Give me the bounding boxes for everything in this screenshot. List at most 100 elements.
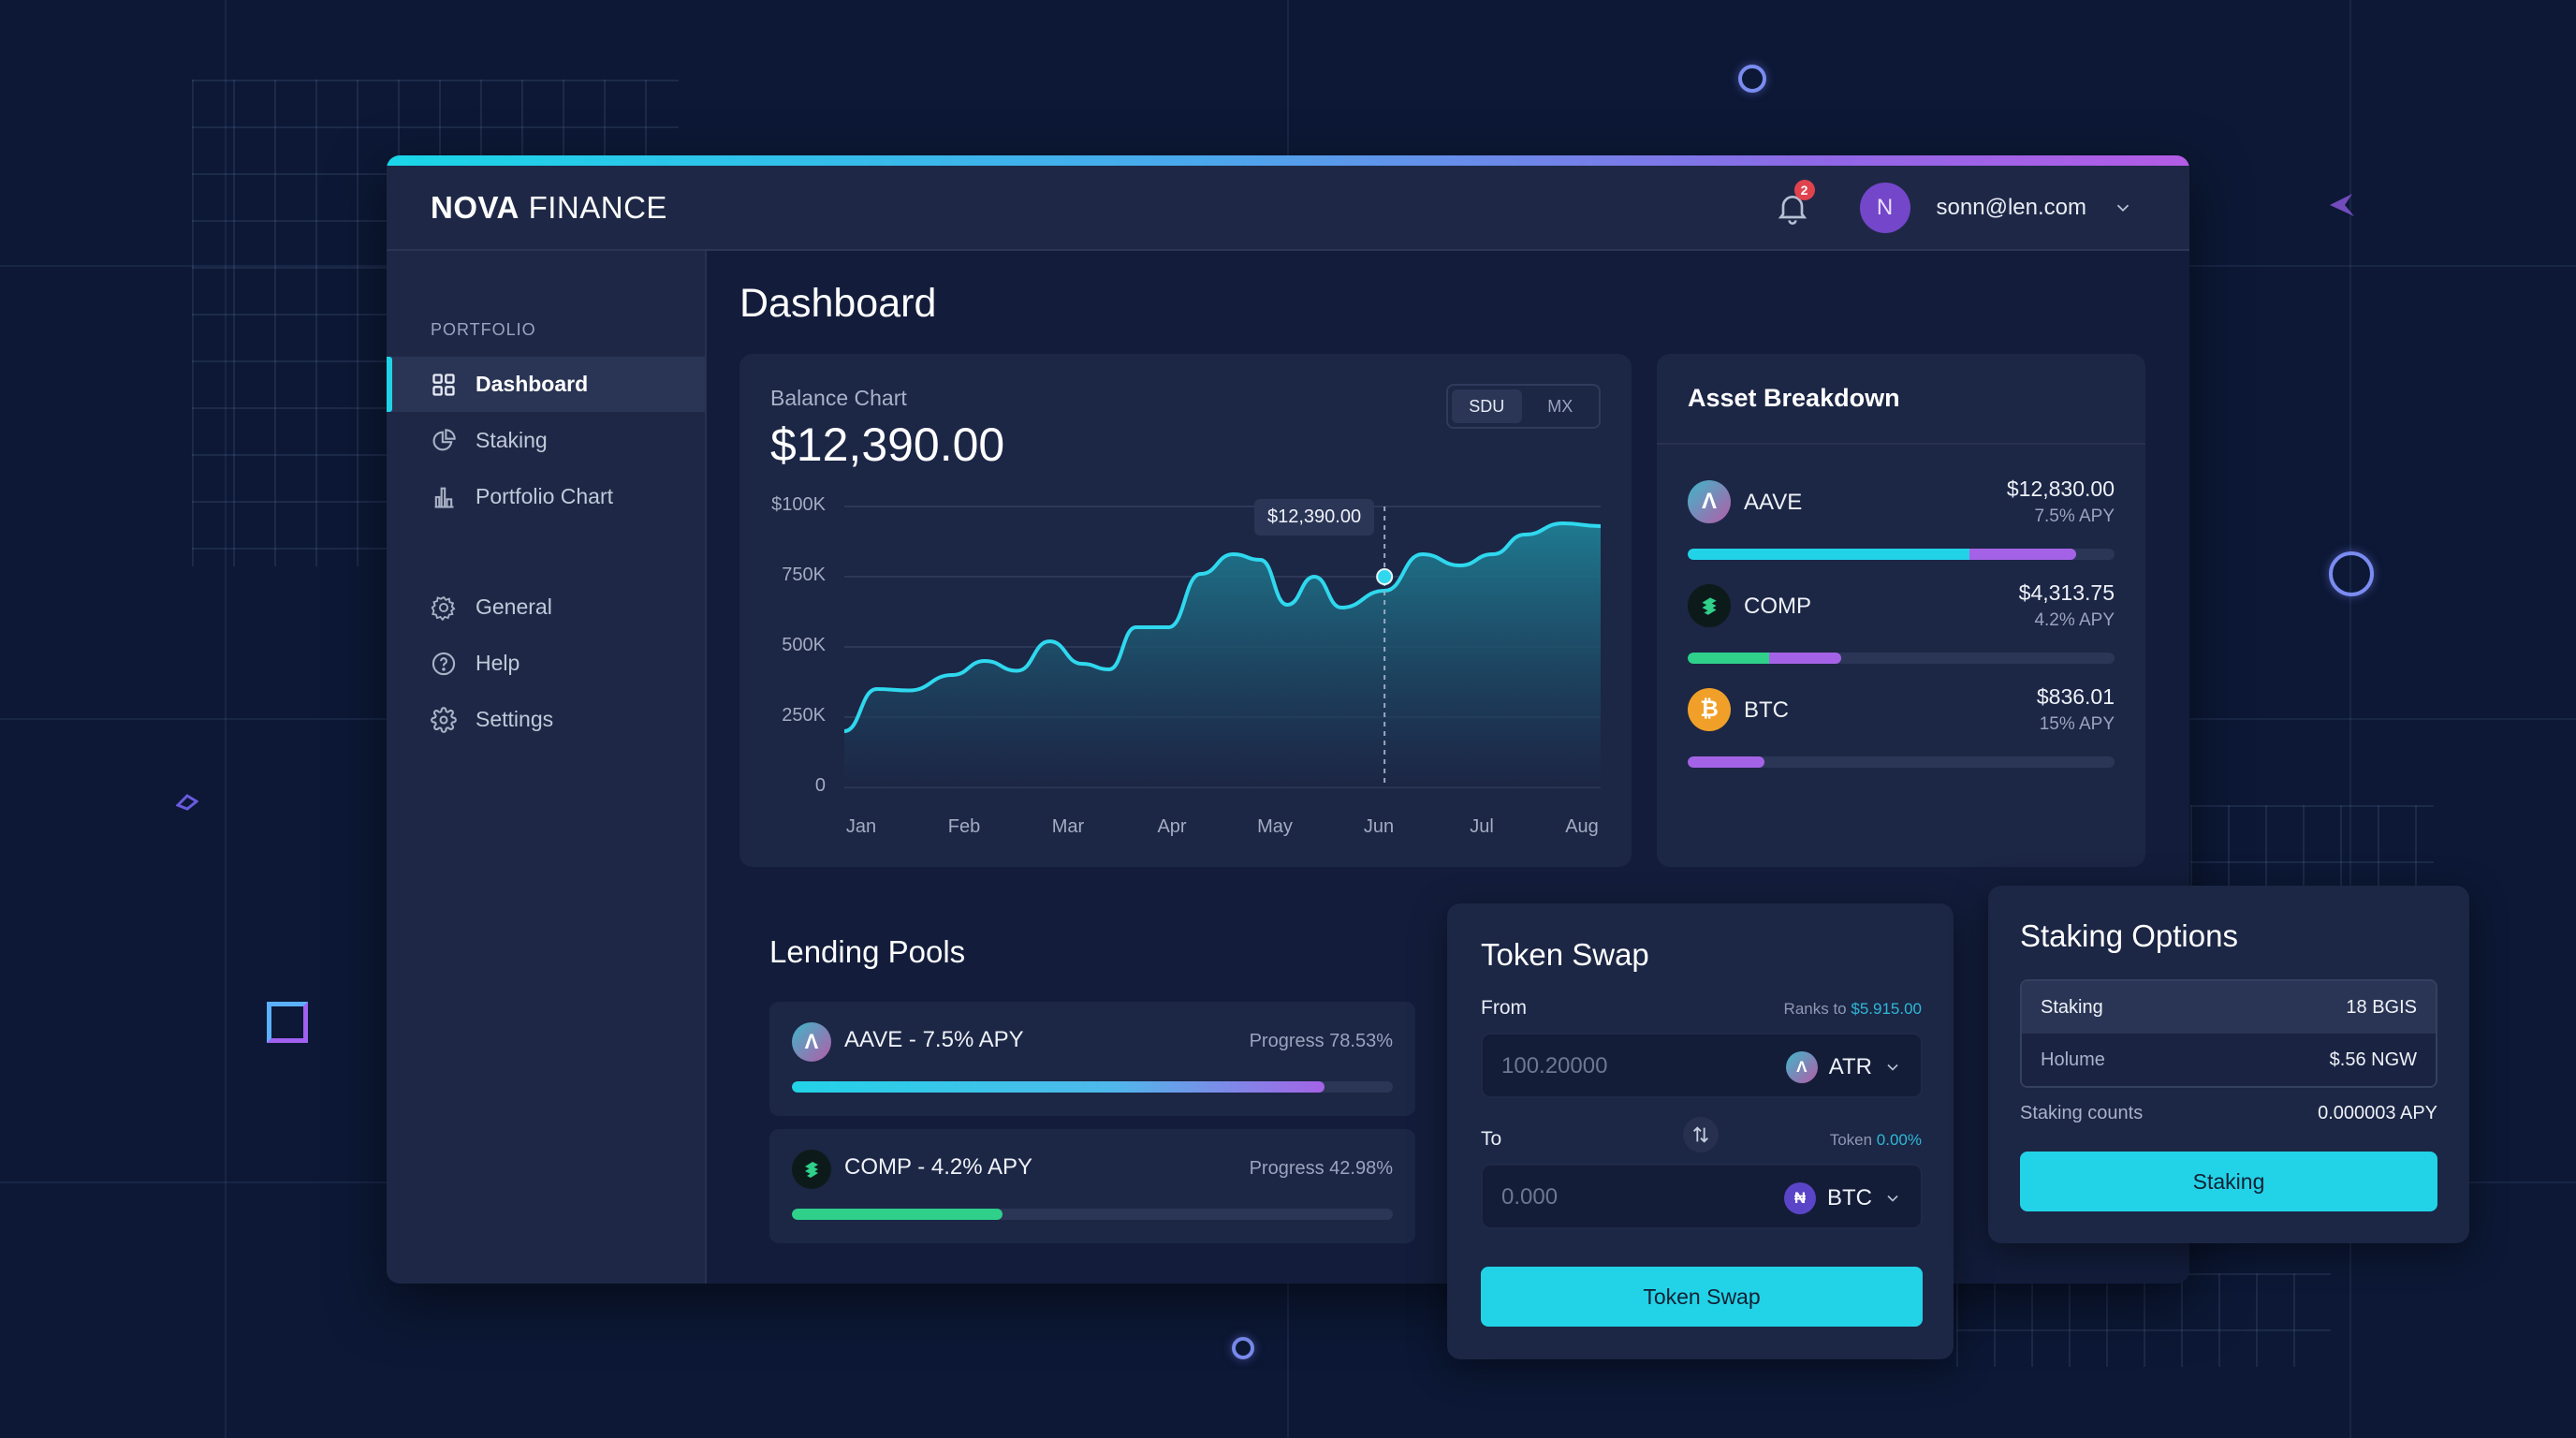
asset-row-aave[interactable]: Λ AAVE $12,830.00 7.5% APY xyxy=(1688,471,2115,565)
chart-tooltip: $12,390.00 xyxy=(1254,499,1375,536)
swap-arrows-icon xyxy=(1693,1126,1708,1143)
asset-apy: 15% APY xyxy=(2039,714,2115,734)
from-token-select[interactable]: Λ ATR xyxy=(1785,1046,1902,1089)
asset-row-comp[interactable]: COMP $4,313.75 4.2% APY xyxy=(1688,575,2115,668)
toggle-mx[interactable]: MX xyxy=(1547,396,1573,416)
lending-pools-title: Lending Pools xyxy=(769,934,966,969)
token-swap-button[interactable]: Token Swap xyxy=(1481,1267,1923,1327)
x-tick: Aug xyxy=(1565,816,1599,837)
from-field: Λ ATR xyxy=(1481,1033,1923,1098)
y-tick: 0 xyxy=(814,775,826,796)
aave-icon: Λ xyxy=(1688,480,1731,523)
from-amount-input[interactable] xyxy=(1501,1053,1735,1079)
pool-name: COMP - 4.2% APY xyxy=(844,1154,1032,1180)
sidebar-item-label: Settings xyxy=(476,707,554,731)
asset-symbol: BTC xyxy=(1744,697,1789,723)
asset-amount: $836.01 xyxy=(2036,684,2115,709)
sidebar-item-portfolio-chart[interactable]: Portfolio Chart xyxy=(387,469,705,524)
grid-icon xyxy=(432,373,455,396)
settings-gear-icon xyxy=(431,706,457,733)
sidebar-item-general[interactable]: General xyxy=(387,580,705,635)
from-label: From xyxy=(1481,997,1527,1019)
y-tick: $100K xyxy=(771,494,826,515)
chevron-down-icon xyxy=(1887,1195,1898,1202)
decor-ring-right xyxy=(2329,551,2374,596)
sidebar-item-label: Dashboard xyxy=(476,372,589,396)
btc-token-icon: ₦ xyxy=(1784,1182,1816,1214)
app-header: NOVA FINANCE 2 N sonn@len.com xyxy=(387,166,2189,251)
asset-apy: 7.5% APY xyxy=(2034,506,2115,526)
avatar[interactable]: N xyxy=(1859,182,1910,233)
allocation-bar xyxy=(1688,549,2115,560)
balance-value: $12,390.00 xyxy=(770,418,1005,471)
staking-row[interactable]: Staking 18 BGIS xyxy=(2022,981,2436,1034)
x-tick: Jun xyxy=(1363,816,1395,837)
y-tick: 250K xyxy=(782,705,826,726)
brand-logo[interactable]: NOVA FINANCE xyxy=(431,189,667,225)
sidebar-item-label: Portfolio Chart xyxy=(476,484,614,508)
asset-amount: $4,313.75 xyxy=(2018,580,2115,605)
lending-pool-aave[interactable]: Λ AAVE - 7.5% APY Progress 78.53% xyxy=(769,1002,1415,1116)
notification-button[interactable]: 2 xyxy=(1774,179,1815,227)
sidebar-item-label: General xyxy=(476,594,552,619)
staking-options-title: Staking Options xyxy=(2020,918,2238,953)
atr-token-icon: Λ xyxy=(1785,1051,1818,1083)
x-tick: Feb xyxy=(947,816,981,837)
balance-area-chart[interactable] xyxy=(739,354,1632,867)
pool-progress-label: Progress 42.98% xyxy=(1249,1158,1393,1179)
to-hint: Token 0.00% xyxy=(1829,1131,1922,1149)
comp-icon xyxy=(1688,584,1731,627)
general-gear-icon xyxy=(431,595,456,621)
asset-amount: $12,830.00 xyxy=(2006,477,2115,501)
allocation-bar xyxy=(1688,653,2115,664)
to-amount-input[interactable] xyxy=(1501,1184,1735,1211)
to-field: ₦ BTC xyxy=(1481,1164,1923,1229)
staking-button[interactable]: Staking xyxy=(2020,1152,2437,1211)
sidebar-item-label: Help xyxy=(476,651,520,675)
sidebar-section-label: PORTFOLIO xyxy=(431,320,536,339)
page-title: Dashboard xyxy=(739,281,937,326)
token-swap-card: Token Swap From Ranks to $5.915.00 Λ ATR… xyxy=(1447,903,1954,1359)
x-tick: May xyxy=(1257,816,1293,837)
sidebar-item-settings[interactable]: Settings xyxy=(387,692,705,747)
bell-icon xyxy=(1778,195,1807,225)
pool-name: AAVE - 7.5% APY xyxy=(844,1027,1024,1052)
sidebar-item-help[interactable]: Help xyxy=(387,636,705,691)
to-label: To xyxy=(1481,1128,1502,1150)
pool-progress-bar xyxy=(792,1209,1393,1220)
sidebar: PORTFOLIO Dashboard Staking Portfolio Ch… xyxy=(387,251,707,1284)
token-swap-title: Token Swap xyxy=(1481,937,1649,972)
allocation-bar xyxy=(1688,756,2115,768)
swap-direction-button[interactable] xyxy=(1683,1117,1719,1152)
accent-gradient-bar xyxy=(387,155,2189,166)
decor-arrow-icon xyxy=(2330,194,2354,216)
asset-symbol: COMP xyxy=(1744,594,1811,619)
comp-icon xyxy=(792,1150,831,1189)
asset-row-btc[interactable]: ₿ BTC $836.01 15% APY xyxy=(1688,679,2115,772)
decor-ring-bottom xyxy=(1232,1337,1254,1359)
chevron-down-icon[interactable] xyxy=(2113,198,2133,218)
staking-options-card: Staking Options Staking 18 BGIS Holume $… xyxy=(1988,886,2469,1243)
asset-apy: 4.2% APY xyxy=(2034,610,2115,630)
help-circle-icon xyxy=(432,652,456,675)
bar-chart-icon xyxy=(434,487,454,508)
staking-counts: Staking counts 0.000003 APY xyxy=(2020,1103,2437,1123)
user-email[interactable]: sonn@len.com xyxy=(1936,194,2086,220)
toggle-sdu[interactable]: SDU xyxy=(1452,389,1522,423)
divider xyxy=(1657,443,2145,445)
staking-row[interactable]: Holume $.56 NGW xyxy=(2022,1034,2436,1086)
sidebar-item-dashboard[interactable]: Dashboard xyxy=(387,357,705,412)
decor-ring-top xyxy=(1738,65,1766,93)
sidebar-item-label: Staking xyxy=(476,428,548,452)
balance-chart-card: Balance Chart $12,390.00 SDU MX $100K 75… xyxy=(739,354,1632,867)
x-tick: Jul xyxy=(1470,816,1494,837)
y-tick: 500K xyxy=(782,635,826,655)
asset-breakdown-title: Asset Breakdown xyxy=(1688,384,1900,412)
x-tick: Apr xyxy=(1157,816,1187,837)
pool-progress-label: Progress 78.53% xyxy=(1249,1031,1393,1051)
chevron-down-icon xyxy=(1887,1064,1898,1071)
y-tick: 750K xyxy=(782,565,826,585)
sidebar-item-staking[interactable]: Staking xyxy=(387,413,705,468)
to-token-select[interactable]: ₦ BTC xyxy=(1784,1177,1902,1220)
lending-pool-comp[interactable]: COMP - 4.2% APY Progress 42.98% xyxy=(769,1129,1415,1243)
